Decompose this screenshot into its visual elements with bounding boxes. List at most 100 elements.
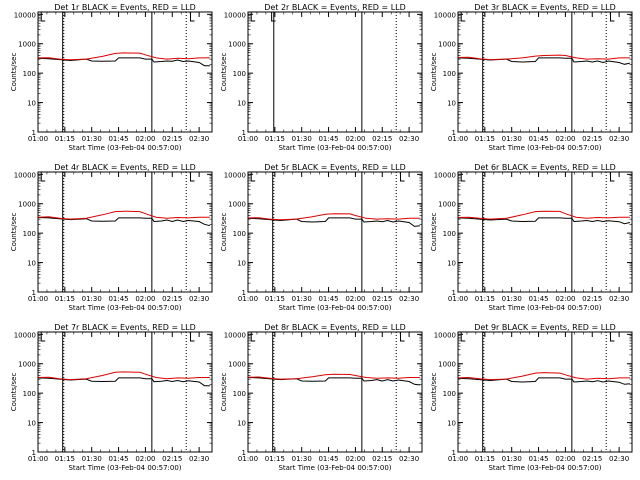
panel-title: Det 7r BLACK = Events, RED = LLD [54, 323, 196, 332]
panel-title: Det 4r BLACK = Events, RED = LLD [54, 163, 196, 172]
y-tick-label: 10000 [224, 11, 246, 19]
plot-frame [457, 11, 633, 133]
top-spike-mark [190, 172, 195, 182]
x-tick-label: 01:45 [318, 135, 338, 143]
plot-frame [37, 171, 213, 293]
x-tick-label: 01:00 [448, 455, 468, 463]
y-tick-label: 10000 [224, 171, 246, 179]
x-tick-label: 01:30 [502, 295, 522, 303]
x-tick-label: 01:15 [475, 135, 495, 143]
y-axis-label: Counts/sec [220, 213, 228, 252]
x-tick-label: 02:15 [162, 135, 182, 143]
top-spike-mark [190, 332, 195, 342]
y-tick-label: 10000 [434, 171, 456, 179]
panel-title: Det 1r BLACK = Events, RED = LLD [54, 3, 196, 12]
y-tick-label: 100 [23, 70, 36, 78]
x-tick-label: 01:45 [108, 295, 128, 303]
x-tick-label: 01:15 [55, 455, 75, 463]
top-spike-mark [460, 172, 466, 182]
series-line-lld [457, 372, 630, 381]
x-axis-label: Start Time (03-Feb-04 00:57:00) [278, 304, 391, 312]
x-axis-label: Start Time (03-Feb-04 00:57:00) [68, 144, 181, 152]
top-spike-mark [190, 12, 195, 22]
y-tick-label: 1000 [18, 201, 36, 209]
panel-title: Det 8r BLACK = Events, RED = LLD [264, 323, 406, 332]
x-tick-label: 01:45 [318, 295, 338, 303]
y-tick-label: 1 [452, 449, 456, 457]
y-tick-label: 10 [447, 420, 456, 428]
x-axis-label: Start Time (03-Feb-04 00:57:00) [488, 304, 601, 312]
x-tick-label: 01:15 [265, 295, 285, 303]
x-axis-label: Start Time (03-Feb-04 00:57:00) [488, 464, 601, 472]
y-tick-label: 1000 [438, 361, 456, 369]
y-tick-label: 100 [443, 390, 456, 398]
x-tick-label: 01:15 [475, 295, 495, 303]
y-tick-label: 1000 [18, 361, 36, 369]
y-tick-label: 10000 [224, 331, 246, 339]
x-axis-label: Start Time (03-Feb-04 00:57:00) [278, 144, 391, 152]
x-tick-label: 02:30 [399, 295, 419, 303]
x-axis-label: Start Time (03-Feb-04 00:57:00) [488, 144, 601, 152]
y-tick-label: 100 [233, 390, 246, 398]
y-tick-label: 1000 [228, 361, 246, 369]
x-tick-label: 01:00 [238, 295, 258, 303]
x-tick-label: 01:30 [502, 135, 522, 143]
x-tick-label: 02:30 [189, 455, 209, 463]
y-tick-label: 1000 [228, 41, 246, 49]
y-axis-label: Counts/sec [10, 53, 18, 92]
x-tick-label: 02:00 [555, 295, 575, 303]
top-spike-mark [250, 332, 256, 342]
y-tick-label: 10 [27, 260, 36, 268]
x-tick-label: 01:15 [265, 455, 285, 463]
x-tick-label: 01:45 [528, 295, 548, 303]
y-tick-label: 1 [32, 289, 36, 297]
x-tick-label: 02:30 [609, 135, 629, 143]
x-tick-label: 02:00 [135, 135, 155, 143]
panel-5: 1 10 100 1000 10000 01:00 01:15 01:30 01:45 02:00… [220, 163, 423, 312]
top-spike-mark [610, 12, 615, 22]
y-tick-label: 1 [242, 289, 246, 297]
x-tick-label: 02:00 [555, 135, 575, 143]
plot-frame [457, 331, 633, 453]
x-tick-label: 01:45 [528, 135, 548, 143]
y-axis-label: Counts/sec [430, 373, 438, 412]
x-tick-label: 02:30 [399, 135, 419, 143]
y-tick-label: 1 [452, 129, 456, 137]
panel-3: 1 10 100 1000 10000 01:00 01:15 01:30 01:45 02:00… [430, 3, 633, 152]
x-tick-label: 01:30 [292, 295, 312, 303]
x-tick-label: 02:30 [189, 135, 209, 143]
x-tick-label: 01:15 [55, 135, 75, 143]
y-tick-label: 1 [32, 129, 36, 137]
x-tick-label: 01:15 [475, 455, 495, 463]
plot-frame [457, 171, 633, 293]
panel-title: Det 9r BLACK = Events, RED = LLD [474, 323, 616, 332]
x-axis-label: Start Time (03-Feb-04 00:57:00) [68, 304, 181, 312]
x-tick-label: 02:00 [345, 295, 365, 303]
top-spike-mark [460, 12, 466, 22]
y-tick-label: 10000 [434, 11, 456, 19]
series-line-lld [457, 54, 630, 61]
y-axis-label: Counts/sec [220, 373, 228, 412]
y-tick-label: 10 [27, 420, 36, 428]
y-axis-label: Counts/sec [10, 213, 18, 252]
y-tick-label: 10 [447, 260, 456, 268]
top-spike-mark [460, 332, 466, 342]
plot-frame [37, 11, 213, 133]
panel-7: 1 10 100 1000 10000 01:00 01:15 01:30 01:45 02:00… [10, 323, 213, 472]
x-tick-label: 01:00 [448, 295, 468, 303]
y-axis-label: Counts/sec [220, 53, 228, 92]
y-tick-label: 100 [443, 70, 456, 78]
x-tick-label: 02:30 [609, 455, 629, 463]
y-tick-label: 10000 [14, 171, 36, 179]
x-tick-label: 01:00 [238, 455, 258, 463]
top-spike-mark [40, 332, 46, 342]
series-line-lld [457, 210, 630, 220]
x-tick-label: 01:00 [28, 295, 48, 303]
panel-8: 1 10 100 1000 10000 01:00 01:15 01:30 01:45 02:00… [220, 323, 423, 472]
y-tick-label: 1000 [18, 41, 36, 49]
top-spike-mark [610, 172, 615, 182]
x-tick-label: 01:30 [292, 135, 312, 143]
y-tick-label: 1 [452, 289, 456, 297]
y-tick-label: 10 [237, 260, 246, 268]
